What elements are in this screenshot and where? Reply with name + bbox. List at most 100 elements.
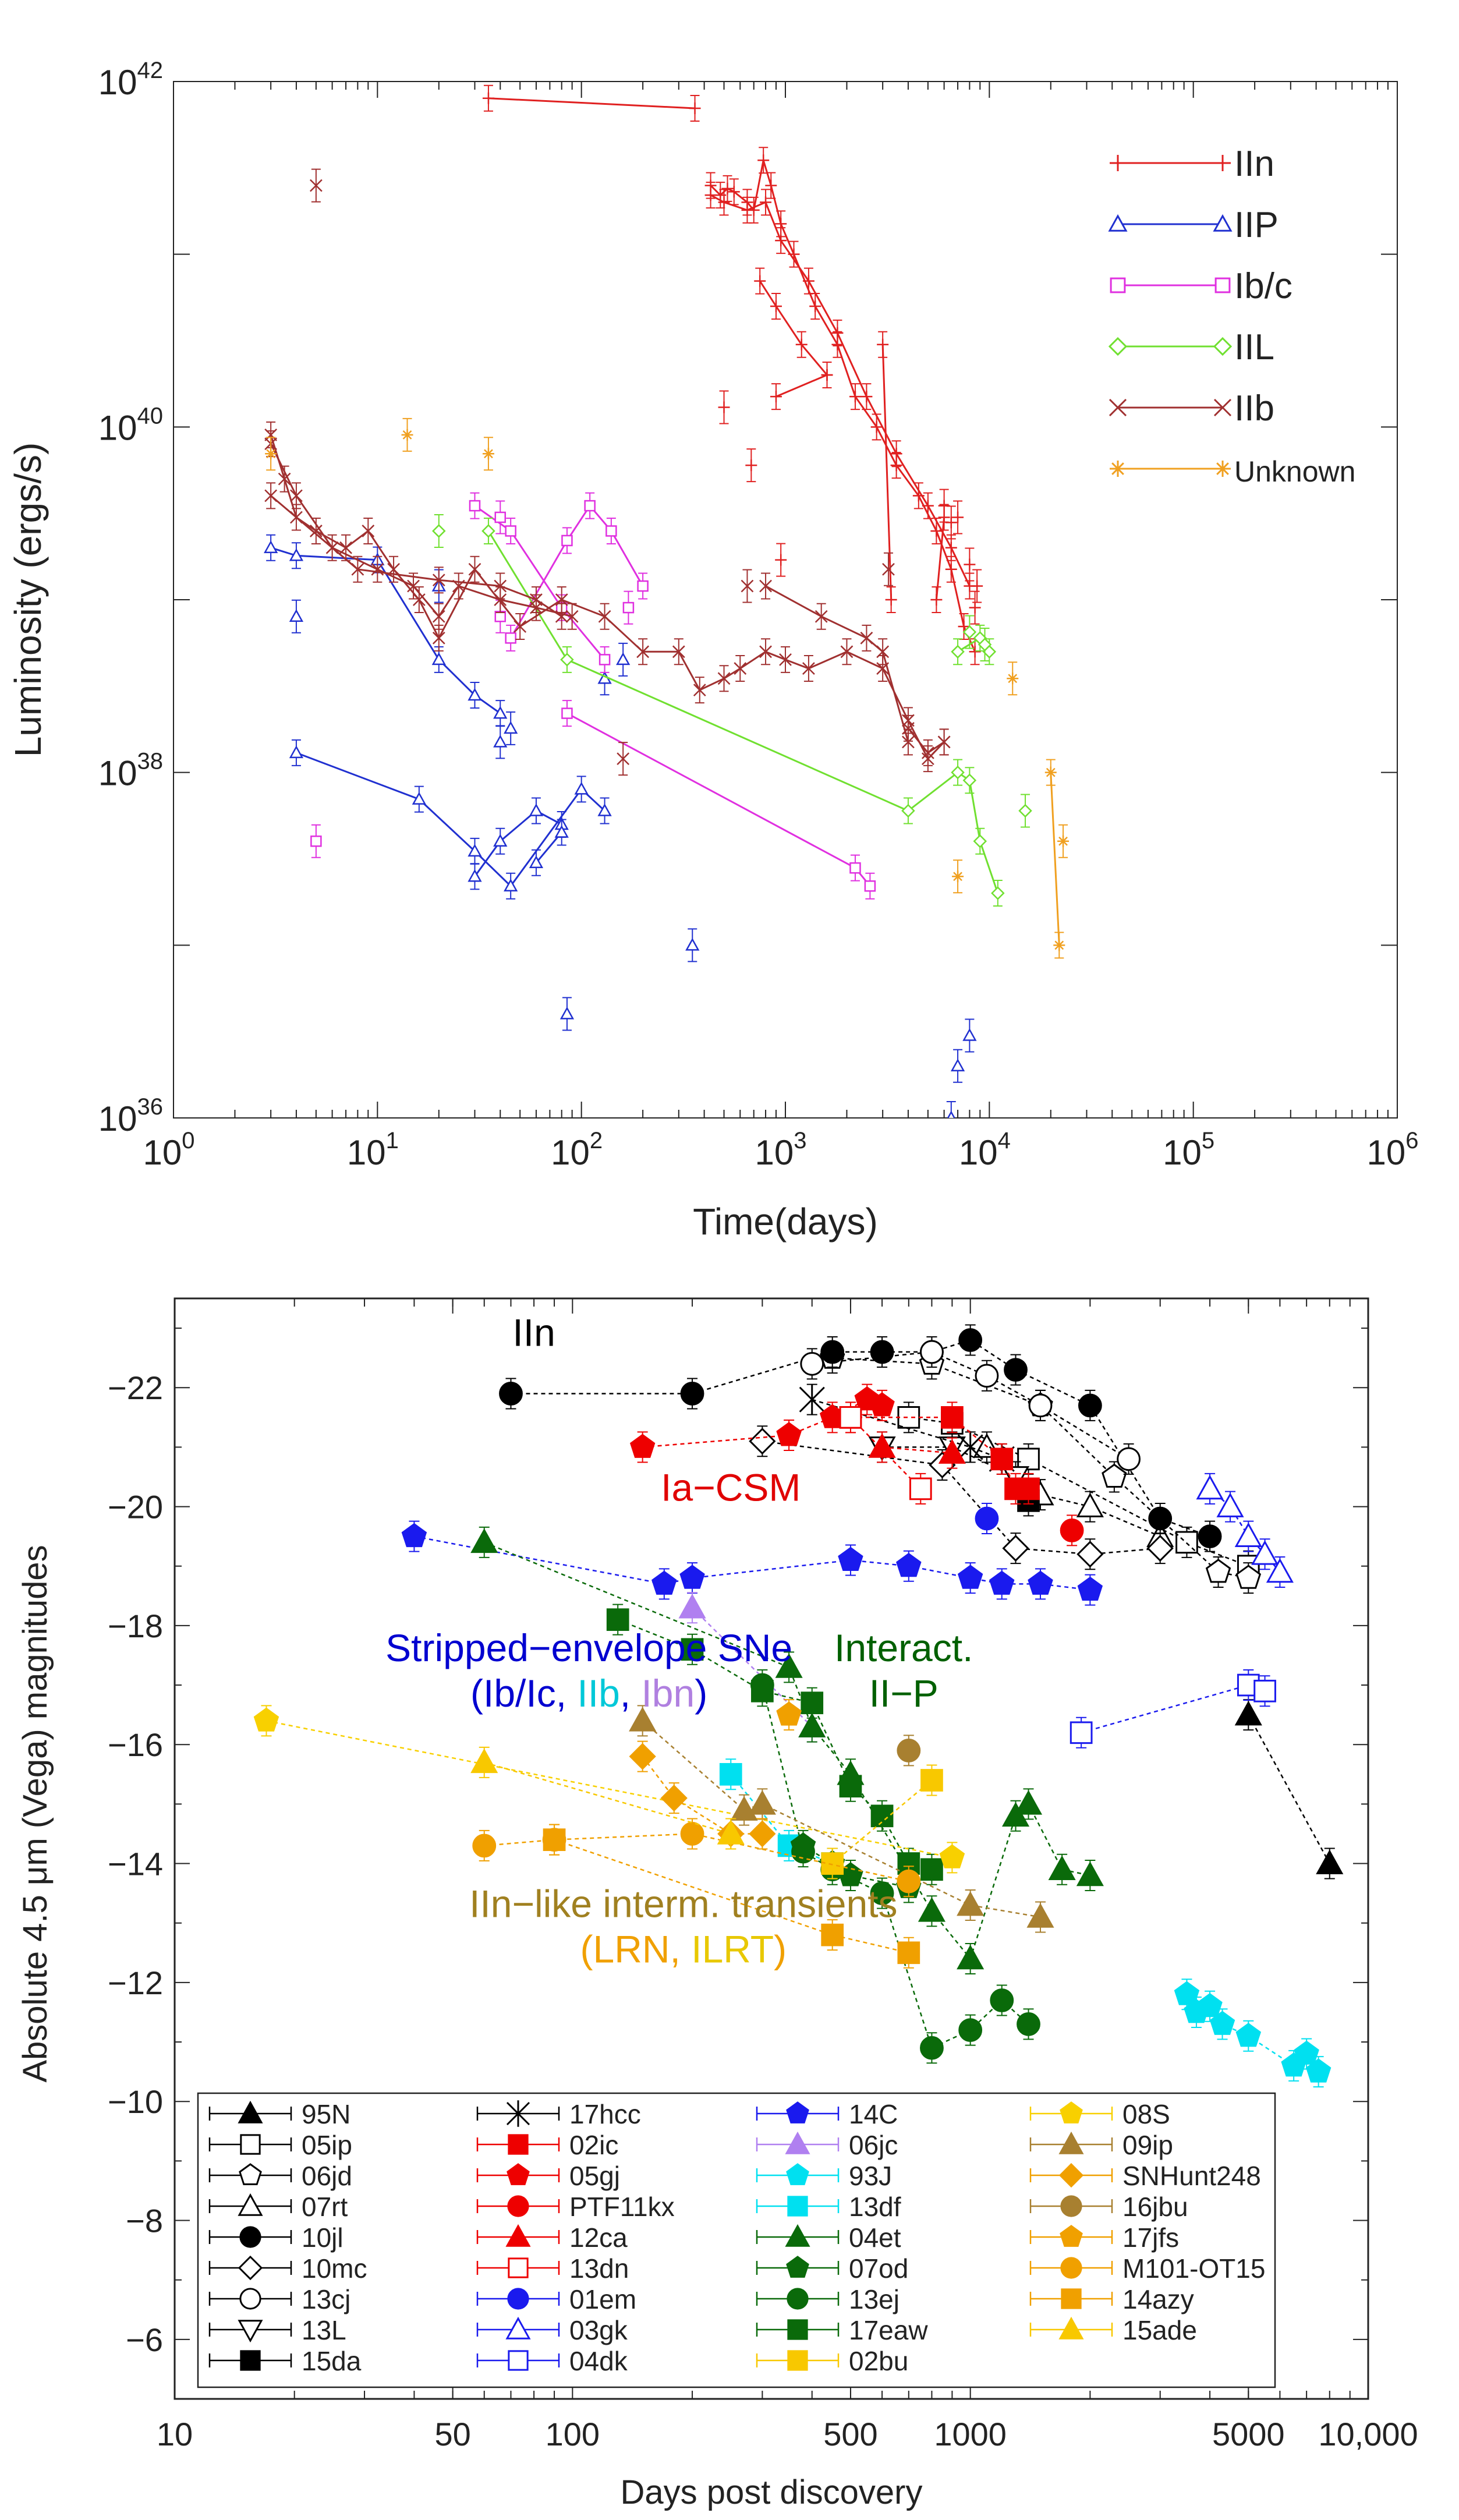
data-point [1198, 1524, 1222, 1549]
series-line [1050, 772, 1060, 946]
series-93j [1174, 1979, 1331, 2088]
legend-label: 08S [1122, 2099, 1170, 2129]
data-point [561, 707, 573, 719]
series-ptf11kx [1060, 1514, 1084, 1546]
data-point [401, 1523, 427, 1548]
data-point [978, 638, 992, 652]
y-tick-label: −6 [126, 2321, 163, 2358]
legend-label: 13cj [302, 2284, 350, 2314]
data-point [636, 645, 650, 659]
axis-ticks: 100 101 102 103 104 105 106 1036 1038 1040 1042 [98, 58, 1419, 1172]
data-point [554, 824, 569, 838]
legend-marker [238, 2320, 263, 2343]
magnitude-chart: 10 50 100 500 1000 5000 10,000 −22 −20 −18 −16 −14 −… [16, 1297, 1418, 2511]
annotation-segment: ) [774, 1927, 787, 1970]
legend-marker [1060, 2195, 1082, 2217]
y-tick-label: 1042 [98, 58, 163, 102]
annotation-segment: ) [695, 1672, 707, 1715]
data-point [1294, 2040, 1319, 2065]
legend-marker [787, 2350, 808, 2371]
legend-marker [1213, 337, 1233, 356]
data-point [1018, 804, 1032, 818]
data-point [1070, 1721, 1093, 1744]
data-point [499, 1382, 523, 1406]
data-point [849, 391, 861, 403]
x-tick-label: 104 [959, 1128, 1011, 1172]
data-point [897, 1941, 920, 1965]
legend-label: 13L [302, 2315, 346, 2345]
legend-label: 14azy [1122, 2284, 1194, 2314]
y-tick-label: −22 [108, 1369, 163, 1406]
data-point [1017, 2012, 1040, 2036]
legend-marker [1108, 337, 1128, 356]
series-line [775, 374, 828, 398]
legend-marker [1060, 2225, 1083, 2247]
legend-marker [238, 2193, 263, 2216]
data-point [937, 735, 951, 749]
legend-marker [507, 2288, 529, 2310]
data-point [759, 579, 772, 593]
legend-label: 05ip [302, 2130, 352, 2160]
x-tick-label: 106 [1367, 1128, 1419, 1172]
data-point [530, 593, 543, 606]
series-10jl [499, 1324, 1222, 1552]
data-point [882, 562, 895, 576]
legend-label: IIn [1234, 144, 1274, 184]
data-point [685, 937, 700, 951]
data-point [975, 1506, 999, 1531]
data-point [950, 1059, 965, 1071]
data-point [909, 1477, 932, 1500]
legend-label: 13ej [849, 2284, 900, 2314]
data-point [809, 300, 821, 312]
legend-label: 06jd [302, 2161, 352, 2191]
data-point [741, 204, 753, 216]
x-tick-label: 105 [1163, 1128, 1214, 1172]
data-point [902, 735, 915, 749]
legend-marker [508, 2134, 529, 2155]
annotation-segment: Stripped−envelope SNe [385, 1626, 792, 1669]
data-point [407, 579, 420, 593]
data-point [849, 862, 861, 874]
error-bar [946, 1101, 956, 1118]
data-point [897, 1406, 920, 1429]
series-line [642, 1755, 763, 1835]
legend-marker [1110, 277, 1126, 293]
data-point [290, 489, 303, 502]
data-point [504, 721, 518, 734]
series-line [474, 809, 562, 877]
data-point [493, 706, 508, 719]
data-point [1235, 2022, 1262, 2047]
legend-label: IIL [1234, 327, 1274, 367]
data-point [870, 1881, 894, 1906]
series-line [881, 344, 893, 600]
data-point [432, 574, 445, 587]
series-line [474, 505, 605, 660]
series-line [484, 1761, 731, 1835]
data-point [253, 1707, 279, 1732]
data-point [289, 548, 304, 561]
data-point [759, 645, 772, 659]
data-point [945, 541, 957, 554]
y-tick-label: 1036 [98, 1094, 163, 1138]
data-point [820, 1340, 845, 1364]
data-point [472, 1834, 497, 1858]
data-point [672, 645, 685, 659]
data-point [1044, 766, 1057, 778]
annotation-segment: (LRN, [580, 1927, 692, 1970]
data-point [938, 1439, 966, 1464]
data-point [989, 1570, 1015, 1595]
data-point [734, 662, 747, 675]
data-point [815, 610, 828, 623]
data-point [493, 834, 508, 847]
data-point [1076, 1861, 1104, 1887]
data-point [431, 652, 446, 666]
data-point [757, 154, 770, 167]
data-point [264, 540, 278, 553]
data-point [470, 1528, 498, 1553]
legend: IIn IIP Ib/c IIL IIb Unknown [1108, 144, 1355, 488]
data-point [958, 620, 970, 632]
data-point [1077, 1576, 1103, 1601]
series-line [710, 194, 971, 587]
data-point [514, 620, 527, 633]
x-tick-label: 10 [157, 2416, 193, 2452]
